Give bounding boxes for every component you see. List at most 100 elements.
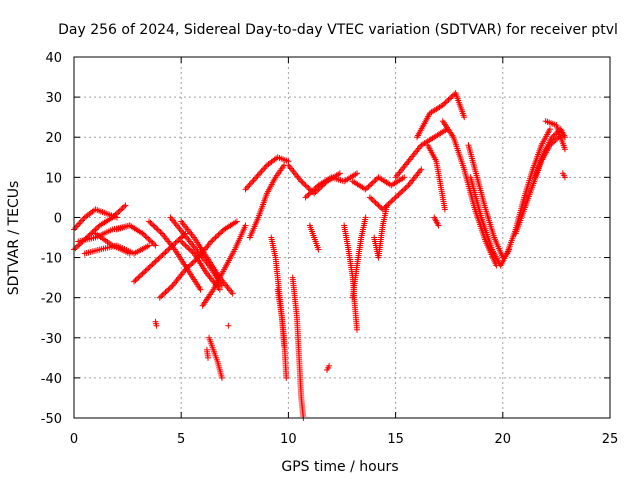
data-point: [150, 222, 157, 229]
data-point: [182, 242, 189, 249]
data-point: [168, 283, 175, 290]
data-point: [389, 197, 396, 204]
data-point: [161, 290, 168, 297]
data-point: [366, 182, 373, 189]
data-point: [93, 225, 100, 232]
chart-title: Day 256 of 2024, Sidereal Day-to-day VTE…: [58, 22, 618, 38]
data-point: [444, 98, 451, 105]
data-point: [156, 294, 163, 301]
data-point: [368, 195, 375, 202]
data-point: [312, 185, 319, 192]
data-point: [139, 230, 146, 237]
data-point: [402, 185, 409, 192]
data-point: [255, 171, 262, 178]
data-point: [159, 291, 166, 298]
y-tick-label: -20: [41, 292, 62, 307]
data-point: [154, 226, 161, 233]
data-point: [245, 183, 252, 190]
data-point: [369, 197, 376, 204]
data-point: [119, 205, 126, 212]
x-tick-label: 25: [602, 432, 619, 447]
data-point: [175, 237, 182, 244]
data-point: [549, 134, 556, 141]
data-point: [182, 266, 189, 273]
data-point: [162, 289, 169, 296]
data-point: [336, 170, 343, 177]
data-point: [166, 285, 173, 292]
data-point: [156, 227, 163, 234]
data-point: [404, 183, 411, 190]
data-point: [281, 342, 288, 349]
x-tick-label: 0: [70, 432, 78, 447]
data-point: [448, 94, 455, 101]
data-point: [197, 286, 204, 293]
x-axis-label: GPS time / hours: [281, 459, 398, 475]
data-point: [446, 95, 453, 102]
data-point: [441, 206, 448, 213]
data-point: [306, 190, 313, 197]
data-point: [445, 96, 452, 103]
data-point: [391, 195, 398, 202]
data-point: [384, 202, 391, 209]
y-tick-label: -50: [41, 412, 62, 427]
data-points: [71, 90, 568, 421]
tick-labels: 0 5 10 15 20 25 -50 -40 -30 -20 -10 0 10 20 30 40: [41, 51, 619, 447]
data-point: [149, 261, 156, 268]
gridlines: [74, 57, 610, 418]
data-point: [561, 146, 568, 153]
data-point: [365, 183, 372, 190]
data-point: [183, 265, 190, 272]
data-point: [386, 199, 393, 206]
data-point: [183, 243, 190, 250]
data-point: [302, 194, 309, 201]
data-point: [146, 263, 153, 270]
data-point: [546, 126, 553, 133]
data-point: [132, 277, 139, 284]
data-point: [550, 132, 557, 139]
data-point: [218, 374, 225, 381]
data-point: [216, 230, 223, 237]
data-point: [364, 185, 371, 192]
data-point: [126, 250, 133, 257]
plot-frame: [73, 56, 611, 419]
x-tick-label: 10: [280, 432, 297, 447]
data-point: [91, 227, 98, 234]
data-point: [552, 136, 559, 143]
data-point: [141, 269, 148, 276]
data-point: [254, 172, 261, 179]
data-point: [153, 257, 160, 264]
data-point: [188, 247, 195, 254]
data-point: [158, 253, 165, 260]
data-point: [259, 166, 266, 173]
data-point: [146, 242, 153, 249]
data-point: [388, 198, 395, 205]
data-point: [372, 177, 379, 184]
data-point: [116, 207, 123, 214]
data-point: [215, 231, 222, 238]
data-point: [148, 238, 155, 245]
data-point: [89, 229, 96, 236]
data-point: [242, 186, 249, 193]
data-point: [229, 290, 236, 297]
data-point: [143, 266, 150, 273]
data-point: [73, 223, 80, 230]
data-point: [219, 227, 226, 234]
data-point: [233, 218, 240, 225]
data-point: [243, 184, 250, 191]
data-point: [257, 169, 264, 176]
data-point: [369, 179, 376, 186]
data-point: [146, 218, 153, 225]
data-point: [153, 225, 160, 232]
data-point: [435, 222, 442, 229]
y-tick-label: 10: [45, 171, 62, 186]
data-point: [172, 239, 179, 246]
data-point: [305, 191, 312, 198]
y-tick-label: -30: [41, 332, 62, 347]
data-point: [374, 201, 381, 208]
data-point: [250, 177, 257, 184]
data-point: [375, 202, 382, 209]
data-point: [311, 186, 318, 193]
data-point: [162, 249, 169, 256]
data-point: [283, 374, 290, 381]
